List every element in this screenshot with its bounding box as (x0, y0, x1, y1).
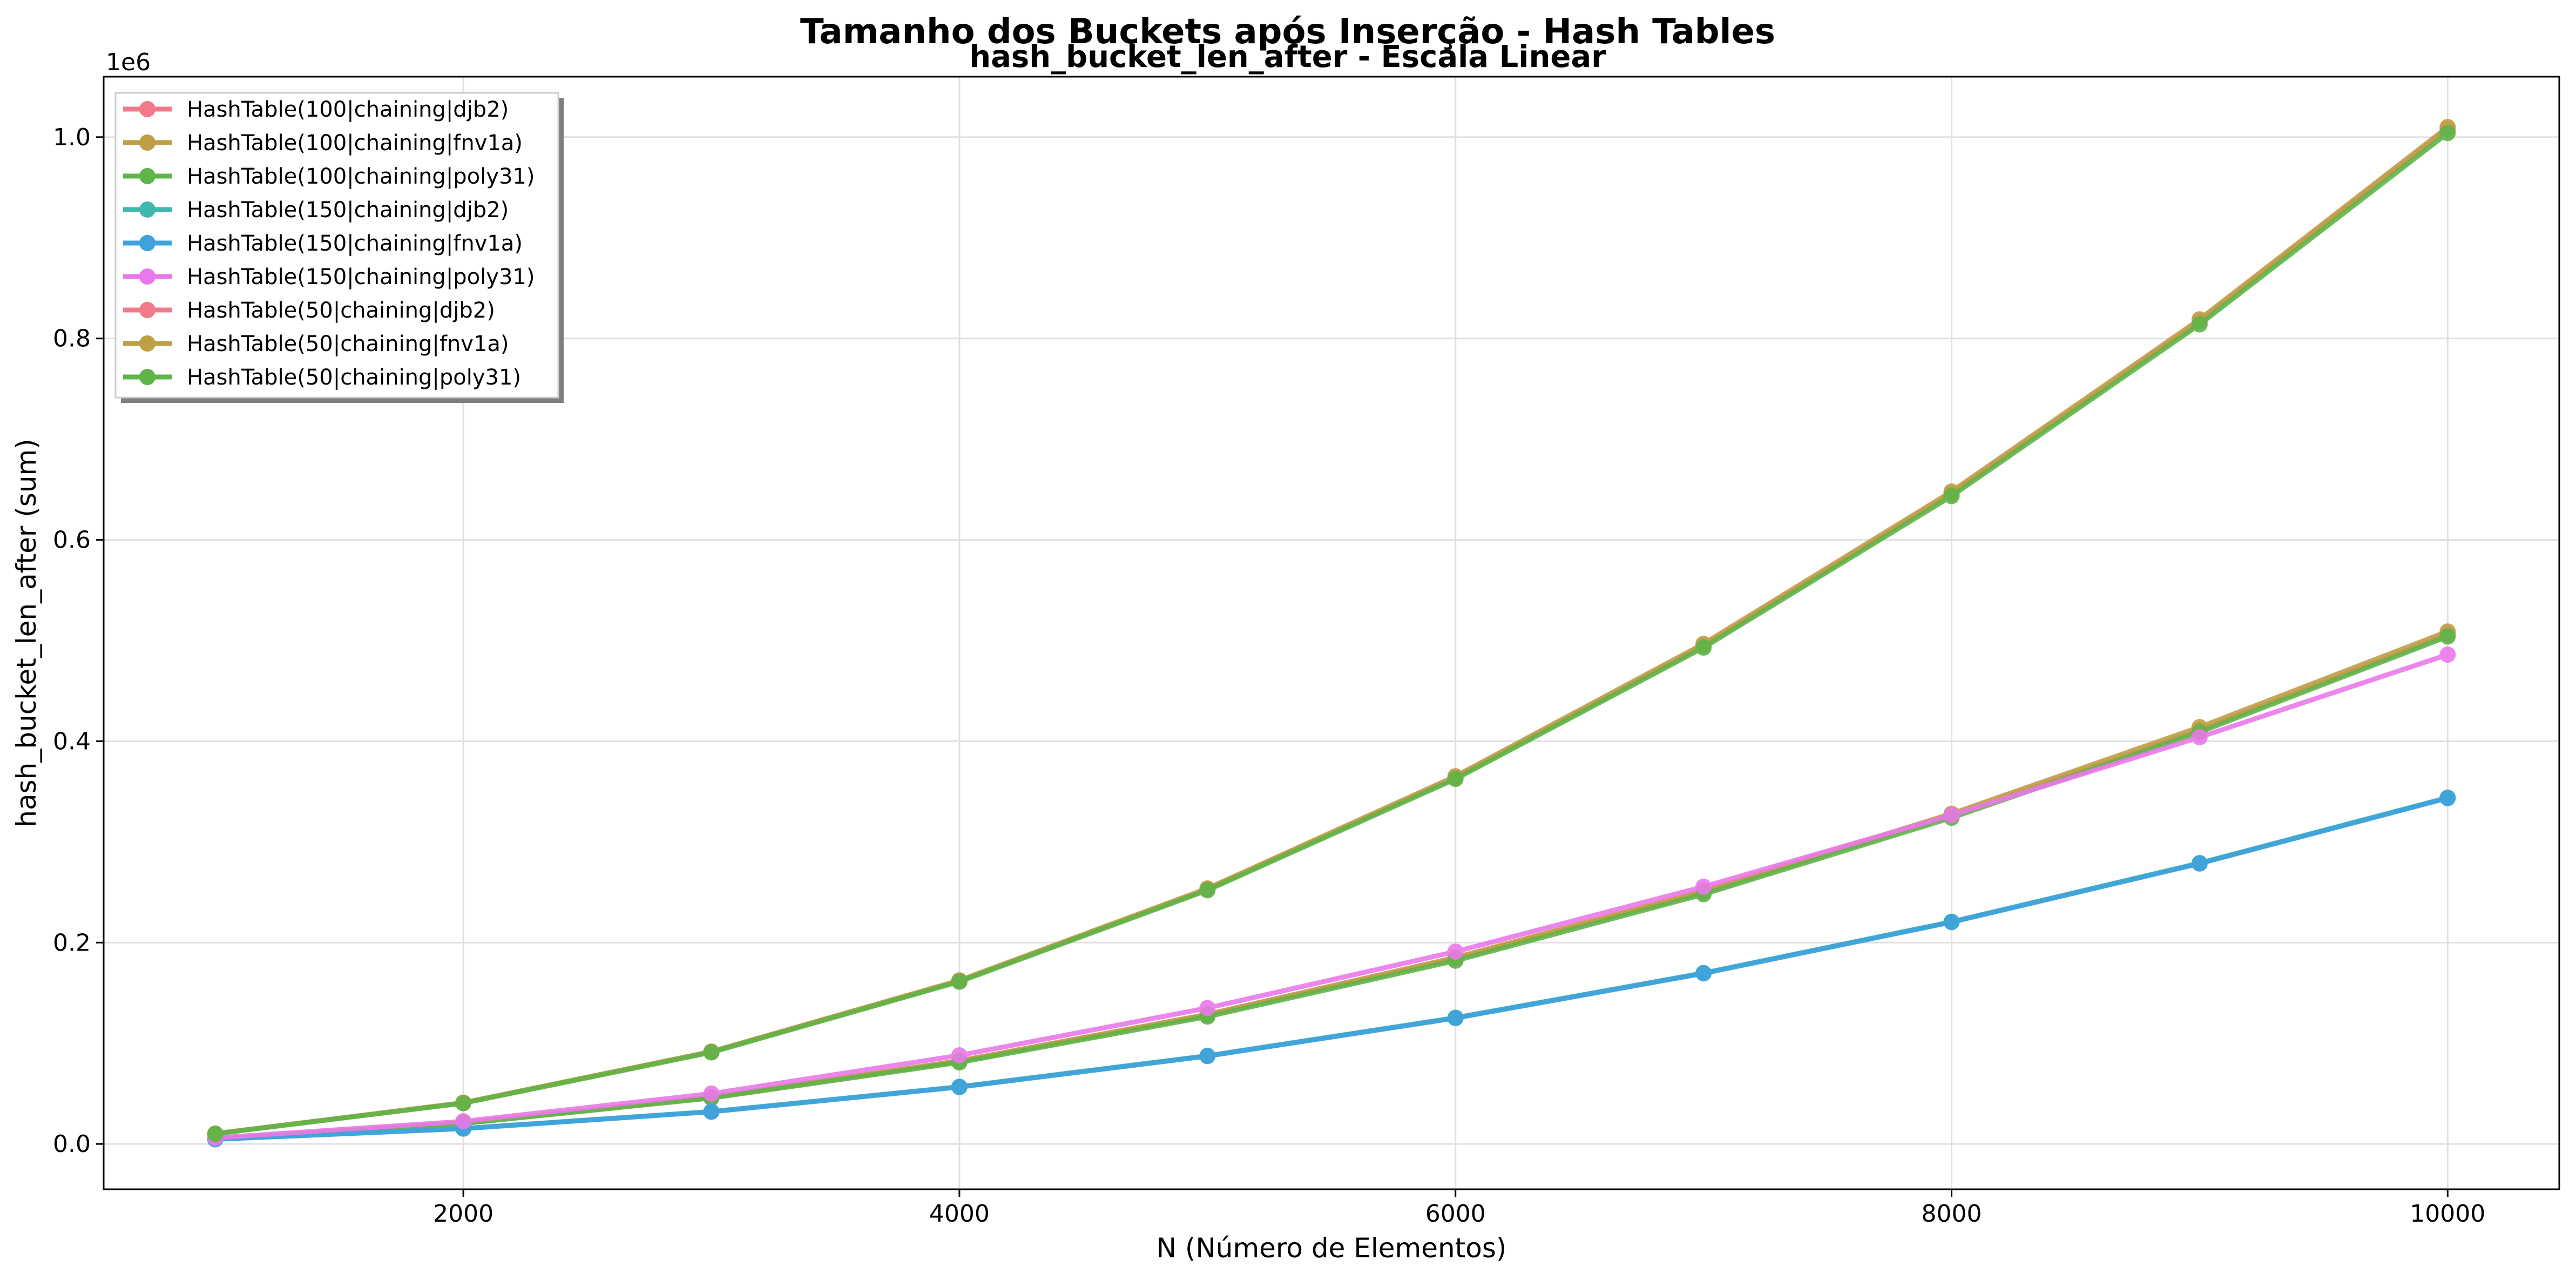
x-tick-label: 4000 (929, 1200, 990, 1228)
y-tick-label: 0.6 (53, 527, 91, 554)
legend-label: HashTable(100|chaining|fnv1a) (187, 131, 523, 156)
series-9 (207, 125, 2456, 1142)
legend-label: HashTable(150|chaining|djb2) (187, 198, 509, 223)
y-axis-offset-label: 1e6 (106, 49, 151, 76)
grid (104, 77, 2559, 1189)
data-point (1695, 878, 1712, 895)
data-point (1199, 882, 1216, 899)
data-point (2191, 855, 2208, 872)
data-point (2439, 646, 2456, 663)
legend-label: HashTable(50|chaining|djb2) (187, 298, 495, 323)
data-point (1695, 965, 1712, 982)
legend-label: HashTable(150|chaining|fnv1a) (187, 231, 523, 256)
data-point (1695, 639, 1712, 656)
data-point (1943, 488, 1960, 504)
data-point (2439, 628, 2456, 645)
legend-marker (139, 335, 155, 352)
x-tick-label: 2000 (433, 1200, 493, 1228)
data-point (703, 1044, 720, 1061)
legend-label: HashTable(50|chaining|poly31) (187, 365, 521, 390)
series-3 (207, 628, 2456, 1147)
y-tick-label: 0.0 (53, 1130, 91, 1158)
plot-series (207, 119, 2456, 1148)
data-point (2439, 125, 2456, 142)
legend-marker (139, 268, 155, 285)
chart-subtitle: hash_bucket_len_after - Escala Linear (969, 39, 1606, 75)
y-tick-label: 1.0 (53, 124, 91, 151)
series-4 (207, 789, 2456, 1148)
legend-item: HashTable(150|chaining|djb2) (123, 198, 509, 223)
series-line (213, 796, 2450, 1142)
data-point (1447, 771, 1464, 787)
data-point (1447, 944, 1464, 960)
legend-label: HashTable(100|chaining|djb2) (187, 97, 509, 122)
legend-marker (139, 168, 155, 184)
legend-item: HashTable(50|chaining|poly31) (123, 365, 521, 390)
legend-item: HashTable(150|chaining|fnv1a) (123, 231, 523, 256)
legend-marker (139, 235, 155, 251)
data-point (1447, 1010, 1464, 1027)
legend-marker (139, 201, 155, 218)
legend-item: HashTable(50|chaining|djb2) (123, 298, 495, 323)
legend-item: HashTable(50|chaining|fnv1a) (123, 332, 509, 356)
series-line (213, 130, 2450, 1136)
data-point (951, 1079, 968, 1095)
y-tick-label: 0.4 (53, 727, 91, 755)
legend-label: HashTable(150|chaining|poly31) (187, 265, 535, 289)
data-point (703, 1085, 720, 1102)
data-point (951, 973, 968, 990)
y-tick-label: 0.8 (53, 325, 91, 353)
series-5 (207, 790, 2456, 1148)
series-1 (207, 626, 2456, 1147)
series-line (213, 795, 2450, 1142)
legend-item: HashTable(100|chaining|djb2) (123, 97, 509, 122)
data-point (951, 1047, 968, 1064)
data-point (1943, 914, 1960, 931)
data-point (703, 1103, 720, 1120)
legend-label: HashTable(100|chaining|poly31) (187, 164, 535, 189)
y-tick-label: 0.2 (53, 929, 91, 956)
data-point (1199, 1000, 1216, 1016)
data-point (455, 1095, 472, 1111)
y-axis-label: hash_bucket_len_after (sum) (11, 439, 42, 827)
legend-label: HashTable(50|chaining|fnv1a) (187, 332, 509, 356)
legend-marker (139, 101, 155, 117)
x-tick-label: 8000 (1921, 1200, 1982, 1228)
data-point (2191, 729, 2208, 745)
legend-box (114, 92, 559, 399)
legend: HashTable(100|chaining|djb2) HashTable(10… (114, 92, 564, 403)
legend-marker (139, 134, 155, 151)
data-point (1943, 807, 1960, 824)
data-point (2191, 316, 2208, 333)
legend-marker (139, 369, 155, 385)
series-6 (207, 646, 2456, 1146)
series-line (213, 634, 2450, 1142)
data-point (1199, 1048, 1216, 1065)
series-line (213, 632, 2450, 1142)
data-point (2439, 790, 2456, 806)
series-line (213, 652, 2450, 1141)
legend-item: HashTable(100|chaining|poly31) (123, 164, 535, 189)
legend-item: HashTable(150|chaining|poly31) (123, 265, 535, 289)
x-tick-label: 6000 (1425, 1200, 1486, 1228)
chart-title: Tamanho dos Buckets após Inserção - Hash… (800, 12, 1775, 52)
plot-frame (103, 76, 2560, 1190)
x-axis-label: N (Número de Elementos) (1157, 1232, 1507, 1264)
x-tick-label: 10000 (2410, 1200, 2485, 1228)
data-point (207, 1126, 224, 1142)
axis-ticks: 2000 4000 6000 8000 10000 0.0 0.2 0.4 0.6 0.8 1.0 (53, 124, 2485, 1228)
legend-item: HashTable(100|chaining|fnv1a) (123, 131, 523, 156)
legend-marker (139, 302, 155, 318)
data-point (455, 1113, 472, 1130)
